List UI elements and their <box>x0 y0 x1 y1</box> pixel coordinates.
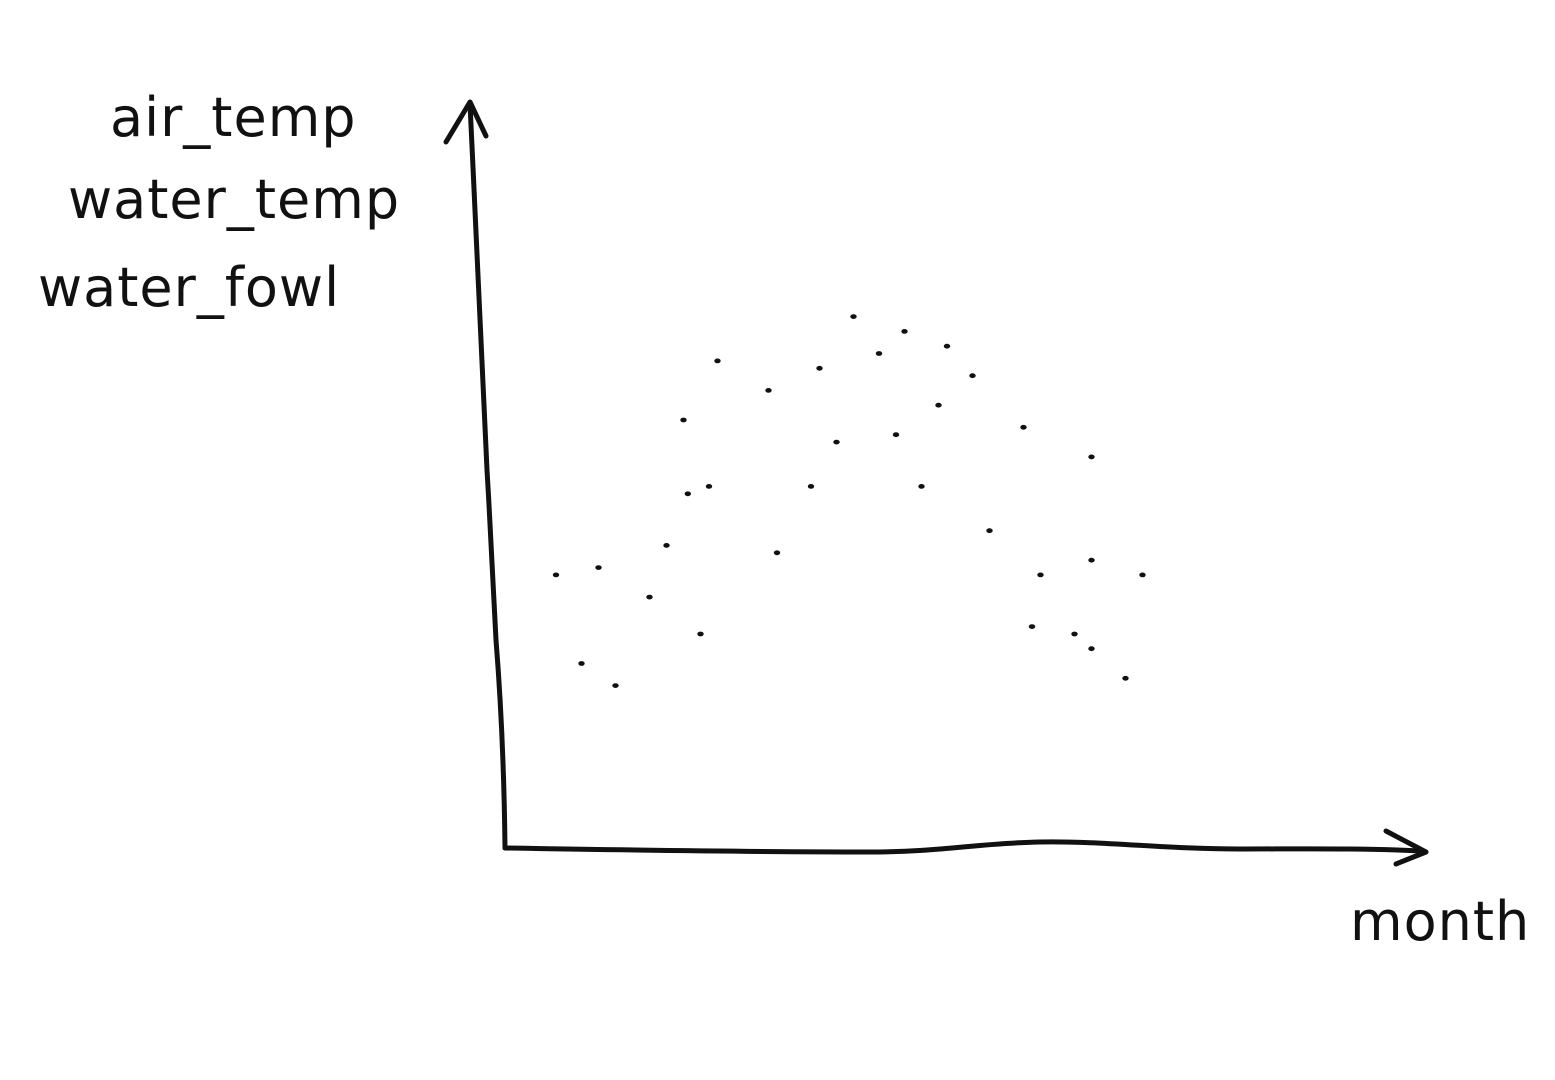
data-point-30 <box>1088 454 1095 460</box>
data-point-33 <box>1122 675 1129 681</box>
data-point-17 <box>850 314 857 319</box>
data-point-11 <box>705 484 713 489</box>
data-point-25 <box>986 528 993 534</box>
y-axis-label-line-2: water_temp <box>68 168 400 231</box>
data-point-12 <box>765 388 772 393</box>
data-point-29 <box>1071 631 1078 637</box>
data-point-5 <box>646 594 653 600</box>
data-point-26 <box>1020 424 1027 430</box>
data-point-14 <box>807 484 815 489</box>
data-point-34 <box>1139 572 1146 578</box>
y-axis-arrowhead <box>443 99 489 145</box>
data-point-32 <box>1088 646 1095 652</box>
data-point-22 <box>935 402 942 408</box>
x-axis-line <box>502 839 1425 855</box>
x-axis-arrowhead <box>1383 828 1429 867</box>
data-point-7 <box>680 417 687 423</box>
data-point-31 <box>1088 557 1095 563</box>
data-point-21 <box>918 484 925 489</box>
data-point-18 <box>875 351 883 356</box>
data-point-27 <box>1037 572 1044 578</box>
data-point-3 <box>595 565 602 570</box>
data-point-13 <box>773 550 781 556</box>
data-point-15 <box>816 365 823 371</box>
data-point-6 <box>663 543 670 548</box>
data-point-23 <box>943 343 951 349</box>
data-point-10 <box>714 358 721 364</box>
data-point-24 <box>969 373 976 379</box>
x-axis-label: month <box>1350 890 1530 953</box>
data-point-9 <box>697 631 704 637</box>
data-point-1 <box>552 572 560 578</box>
scatter-points <box>552 314 1146 688</box>
data-point-19 <box>892 432 900 438</box>
data-point-8 <box>684 491 691 497</box>
y-axis-line <box>467 101 508 851</box>
data-point-28 <box>1028 624 1036 629</box>
y-axis-label-line-3: water_fowl <box>38 256 340 319</box>
data-point-2 <box>578 661 585 666</box>
data-point-4 <box>612 683 619 688</box>
data-point-16 <box>833 439 840 445</box>
data-point-20 <box>901 329 908 334</box>
y-axis-label-line-1: air_temp <box>110 86 357 149</box>
